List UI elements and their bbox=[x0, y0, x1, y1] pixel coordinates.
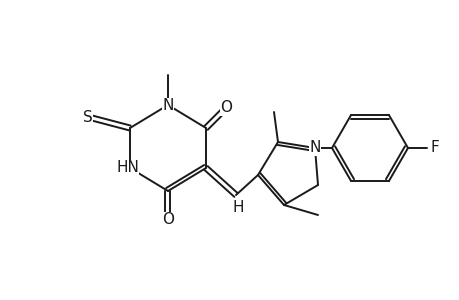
Text: O: O bbox=[219, 100, 231, 116]
Text: F: F bbox=[430, 140, 438, 155]
Text: O: O bbox=[162, 212, 174, 227]
Text: N: N bbox=[308, 140, 320, 155]
Text: S: S bbox=[83, 110, 93, 125]
Text: HN: HN bbox=[116, 160, 139, 175]
Text: H: H bbox=[232, 200, 243, 214]
Text: N: N bbox=[162, 98, 174, 112]
